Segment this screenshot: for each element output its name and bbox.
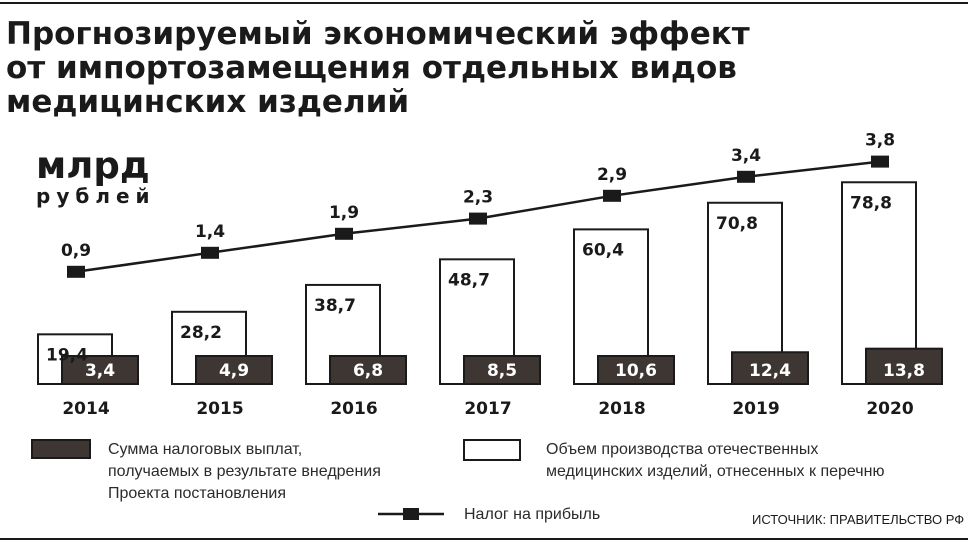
labels-layer: 19,43,4 2014 28,2 4,9 2015 38,7 6,8 2016 48,7 8,5… (46, 193, 925, 419)
tax-value-label-2017: 8,5 (487, 361, 517, 381)
unit-label-big: млрд (36, 144, 150, 187)
unit-label-small: рублей (36, 184, 156, 208)
legend: Сумма налоговых выплат, получаемых в рез… (31, 439, 884, 523)
source-note: ИСТОЧНИК: ПРАВИТЕЛЬСТВО РФ (752, 512, 964, 527)
tax-bar-2015 (195, 355, 273, 385)
production-value-label-2015: 28,2 (180, 323, 222, 343)
legend-production-line-1: Объем производства отечественных (546, 441, 818, 458)
legend-swatch-production (463, 439, 521, 461)
profit-tax-line-layer: 0,9 1,4 1,9 2,3 2,9 3,4 3,8 (61, 131, 895, 278)
profit-tax-value-label-2014: 0,9 (61, 241, 91, 261)
legend-swatch-tax (31, 439, 91, 459)
tax-bar-2018 (597, 355, 675, 385)
legend-tax-line-2: получаемых в результате внедрения (108, 463, 381, 480)
legend-production-line-2: медицинских изделий, отнесенных к перечн… (546, 463, 884, 480)
profit-tax-value-label-2017: 2,3 (463, 188, 493, 208)
profit-tax-value-label-2018: 2,9 (597, 165, 627, 185)
legend-tax-line-1: Сумма налоговых выплат, (108, 441, 302, 458)
tax-value-label-2014: 3,4 (85, 361, 115, 381)
tax-bar-2020 (865, 347, 943, 385)
profit-tax-value-label-2019: 3,4 (731, 146, 761, 166)
tax-bar-2019 (731, 351, 809, 386)
chart-title-line-1: Прогнозируемый экономический эффект (6, 16, 750, 52)
tax-bar-2017 (463, 355, 541, 385)
profit-tax-point-2014 (67, 265, 85, 278)
tax-value-label-2018: 10,6 (615, 361, 657, 381)
production-value-label-2019: 70,8 (716, 214, 758, 234)
chart-title-line-2: от импортозамещения отдельных видов (6, 50, 737, 86)
tax-value-label-2019: 12,4 (749, 361, 791, 381)
x-tick-label-2020: 2020 (866, 399, 913, 419)
production-value-label-2014: 19,4 (46, 345, 88, 365)
profit-tax-point-2019 (737, 170, 755, 183)
tax-bar-2016 (329, 355, 407, 385)
chart-title-line-3: медицинских изделий (6, 84, 409, 120)
bars-layer (37, 181, 943, 386)
x-tick-label-2015: 2015 (196, 399, 243, 419)
profit-tax-value-label-2015: 1,4 (195, 222, 225, 242)
x-tick-label-2014: 2014 (62, 399, 109, 419)
legend-swatch-profit-tax-marker (403, 508, 419, 520)
tax-value-label-2020: 13,8 (883, 361, 925, 381)
x-tick-label-2018: 2018 (598, 399, 645, 419)
x-tick-label-2019: 2019 (732, 399, 779, 419)
profit-tax-value-label-2016: 1,9 (329, 203, 359, 223)
profit-tax-point-2020 (871, 155, 889, 168)
legend-tax-line-3: Проекта постановления (108, 485, 286, 502)
production-value-label-2017: 48,7 (448, 270, 490, 290)
production-value-label-2016: 38,7 (314, 296, 356, 316)
production-value-label-2018: 60,4 (582, 240, 624, 260)
tax-bar-2014 (61, 355, 139, 385)
profit-tax-point-2018 (603, 189, 621, 202)
x-tick-label-2016: 2016 (330, 399, 377, 419)
tax-value-label-2015: 4,9 (219, 361, 249, 381)
profit-tax-point-2017 (469, 212, 487, 225)
x-tick-label-2017: 2017 (464, 399, 511, 419)
production-value-label-2020: 78,8 (850, 193, 892, 213)
profit-tax-point-2015 (201, 246, 219, 259)
profit-tax-point-2016 (335, 227, 353, 240)
legend-profit-tax-label: Налог на прибыль (464, 506, 600, 523)
tax-value-label-2016: 6,8 (353, 361, 383, 381)
profit-tax-value-label-2020: 3,8 (865, 131, 895, 151)
